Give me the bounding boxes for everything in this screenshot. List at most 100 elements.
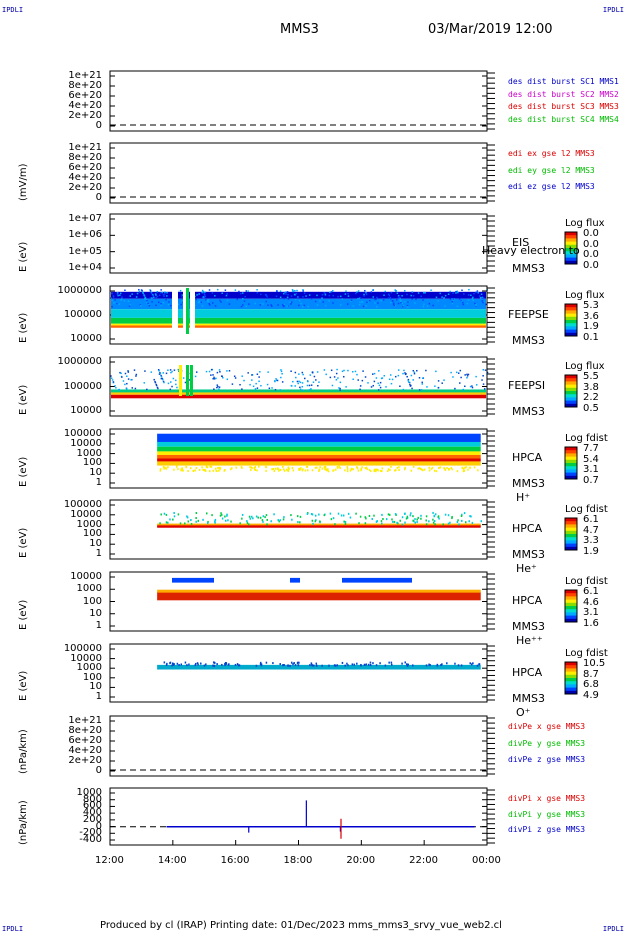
spectrogram-pixel — [280, 369, 282, 371]
spectrogram-pixel — [291, 518, 293, 521]
spectrogram-pixel — [480, 520, 483, 523]
spectrogram-pixel — [469, 385, 472, 388]
y-axis-label: E (eV) — [18, 312, 29, 343]
spectrogram-pixel — [294, 294, 296, 296]
spectrogram-pixel — [282, 518, 285, 521]
spectrogram-pixel — [407, 663, 410, 666]
spectrogram-band — [157, 454, 481, 459]
spectrogram-pixel — [287, 298, 290, 300]
spectrogram-pixel — [180, 468, 183, 471]
legend-entry: divPi y gse MMS3 — [508, 809, 586, 819]
panel-frame — [109, 356, 488, 417]
spectrogram-pixel — [310, 388, 312, 390]
spectrogram-pixel — [212, 374, 214, 376]
spectrogram-pixel — [118, 388, 121, 391]
spectrogram-pixel — [412, 379, 414, 381]
spectrogram-pixel — [241, 513, 244, 516]
y-tick-label: 600 — [82, 800, 102, 812]
spectrogram-pixel — [173, 511, 175, 514]
spacecraft-label: MMS3 — [512, 692, 545, 705]
spectrogram-pixel — [172, 377, 175, 380]
spectrogram-pixel — [444, 294, 447, 297]
spectrogram-pixel — [296, 380, 299, 383]
spectrogram-pixel — [437, 387, 440, 389]
spectrogram-pixel — [476, 290, 479, 292]
spectrogram-pixel — [392, 300, 394, 302]
spectrogram-pixel — [297, 382, 299, 385]
spectrogram-pixel — [240, 305, 243, 308]
spectrogram-pixel — [254, 302, 257, 305]
spectrogram-pixel — [262, 515, 265, 518]
spectrogram-pixel — [314, 514, 317, 517]
spectrogram-pixel — [225, 294, 228, 297]
spectrogram-pixel — [212, 664, 214, 667]
spectrogram-pixel — [297, 521, 299, 524]
spectrogram-pixel — [406, 293, 408, 296]
spectrogram-pixel — [178, 370, 180, 373]
spectrogram-pixel — [279, 519, 281, 522]
spectrogram-pixel — [204, 291, 206, 293]
spectrogram-pixel — [452, 292, 454, 294]
spectrogram-pixel — [260, 384, 262, 387]
colorbar-swatch — [565, 674, 577, 679]
spectrogram-pixel — [464, 374, 466, 376]
spectrogram-pixel — [138, 288, 140, 291]
spectrogram-pixel — [444, 468, 446, 471]
spectrogram-pixel — [124, 383, 126, 386]
spectrogram-pixel — [396, 521, 398, 524]
spectrogram-pixel — [347, 664, 349, 667]
spectrogram-pixel — [350, 299, 353, 301]
spectrogram-pixel — [373, 468, 376, 471]
spectrogram-pixel — [260, 664, 263, 667]
spectrogram-pixel — [404, 373, 407, 376]
spectrogram-pixel — [246, 520, 248, 523]
spectrogram-pixel — [344, 469, 346, 472]
spectrogram-pixel — [458, 298, 461, 300]
colorbar-swatch — [565, 320, 577, 324]
spectrogram-pixel — [447, 293, 450, 296]
spectrogram-pixel — [145, 299, 148, 301]
instrument-label: HPCA — [512, 666, 543, 679]
spectrogram-pixel — [347, 293, 349, 295]
spectrogram-pixel — [417, 516, 420, 519]
spectrogram-pixel — [332, 302, 334, 304]
spectrogram-pixel — [435, 470, 438, 473]
spectrogram-pixel — [290, 303, 292, 305]
spectrogram-pixel — [429, 664, 431, 667]
spectrogram-pixel — [340, 514, 343, 517]
spectrogram-pixel — [408, 381, 411, 384]
y-tick-label: 100000 — [63, 309, 102, 320]
spectrogram-pixel — [411, 664, 414, 667]
spectrogram-pixel — [186, 515, 188, 518]
y-axis-label: E (eV) — [18, 527, 29, 558]
spectrogram-pixel — [465, 466, 467, 469]
spectrogram-pixel — [198, 293, 200, 295]
spectrogram-pixel — [399, 299, 401, 301]
spectrogram-pixel — [159, 292, 162, 294]
spectrogram-pixel — [256, 469, 258, 472]
panel-hpca_h — [109, 428, 578, 489]
spectrogram-pixel — [339, 304, 342, 306]
spectrogram-pixel — [377, 469, 379, 472]
spectrogram-pixel — [213, 388, 215, 390]
colorbar-swatch — [565, 546, 577, 551]
spectrogram-pixel — [259, 304, 262, 306]
spectrogram-pixel — [271, 387, 273, 389]
spectrogram-pixel — [222, 376, 224, 379]
spectrogram-pixel — [358, 522, 360, 525]
spectrogram-pixel — [139, 304, 142, 306]
spectrogram-pixel — [466, 373, 468, 376]
spectrogram-pixel — [213, 664, 215, 667]
spectrogram-pixel — [455, 292, 457, 294]
spectrogram-pixel — [227, 663, 230, 666]
spectrogram-pixel — [256, 373, 259, 375]
spectrogram-pixel — [173, 468, 175, 471]
species-label: He⁺⁺ — [516, 634, 543, 647]
spectrogram-pixel — [188, 663, 190, 666]
spectrogram-pixel — [479, 296, 482, 299]
spectrogram-pixel — [404, 512, 406, 515]
spacecraft-label: MMS3 — [512, 334, 545, 347]
spectrogram-pixel — [390, 663, 393, 666]
spectrogram-band — [157, 589, 481, 593]
spectrogram-pixel — [454, 387, 456, 390]
